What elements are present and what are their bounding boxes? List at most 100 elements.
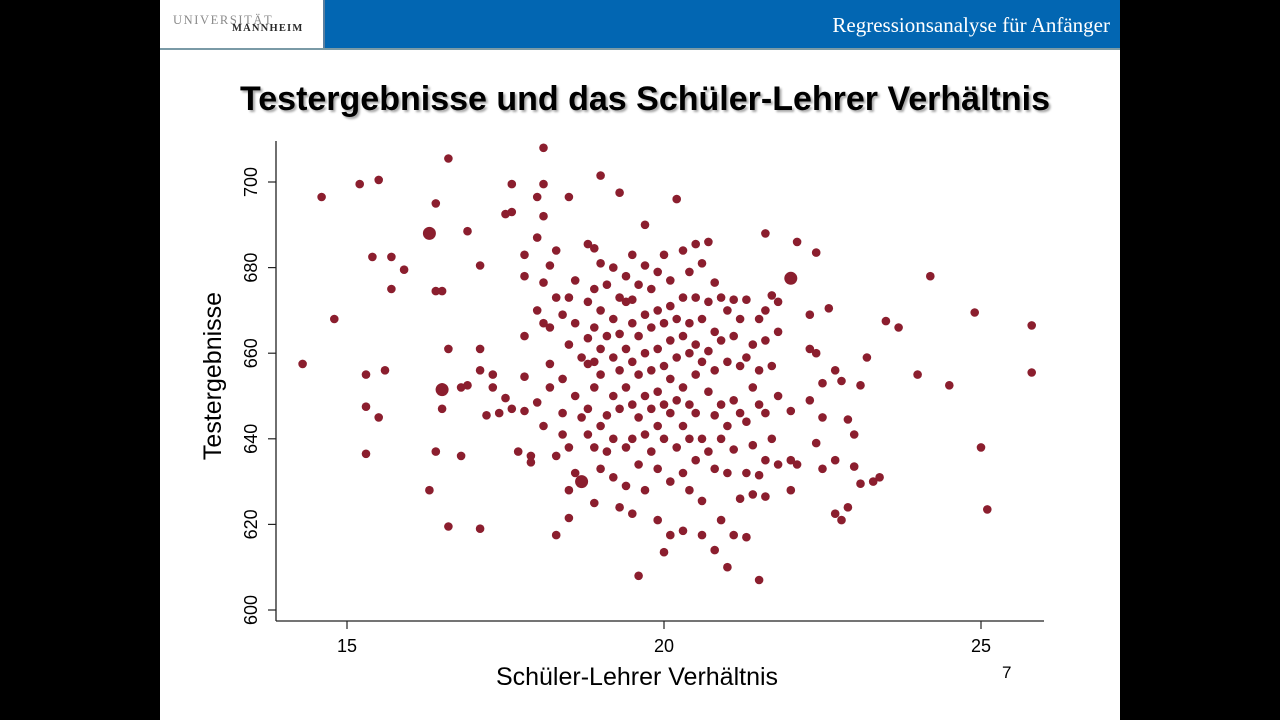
data-point: [368, 252, 377, 262]
data-point: [742, 295, 751, 305]
data-point: [723, 306, 732, 315]
data-point: [742, 353, 751, 362]
data-point: [387, 252, 396, 262]
data-point: [672, 353, 681, 362]
data-point: [615, 404, 624, 414]
data-point: [615, 503, 624, 512]
data-point: [742, 468, 751, 478]
data-point: [615, 329, 624, 339]
data-point: [786, 406, 796, 416]
data-point: [590, 443, 599, 452]
data-point: [666, 276, 675, 285]
x-axis: 15 20 25 Schüler-Lehrer Verhältnis: [276, 620, 1044, 691]
data-point: [444, 154, 453, 163]
data-point: [590, 383, 599, 392]
data-point: [659, 434, 669, 444]
data-point: [444, 522, 453, 531]
data-point: [361, 402, 371, 412]
data-point: [729, 445, 738, 454]
data-point: [361, 449, 371, 459]
data-point: [539, 318, 548, 328]
data-point: [558, 408, 567, 418]
data-point: [545, 383, 555, 392]
data-point: [868, 477, 878, 486]
data-point: [1027, 368, 1036, 377]
data-point: [640, 485, 650, 495]
data-point: [431, 447, 441, 456]
data-point: [590, 284, 599, 294]
data-point: [590, 357, 599, 367]
data-point: [609, 314, 618, 324]
data-point: [704, 447, 713, 456]
logo-line-1: UNIVERSITÄT: [173, 13, 274, 27]
data-points: [298, 143, 1036, 585]
data-point: [437, 404, 447, 414]
data-point: [526, 458, 536, 467]
y-tick-label: 600: [241, 595, 261, 625]
data-point: [570, 468, 580, 478]
data-point: [697, 434, 707, 444]
data-point: [532, 306, 542, 315]
data-point: [773, 297, 783, 307]
data-point: [317, 192, 326, 202]
data-point: [564, 443, 574, 452]
data-point: [520, 250, 529, 260]
data-point: [437, 286, 447, 296]
data-point: [672, 396, 681, 405]
data-point: [773, 460, 783, 469]
data-point: [501, 393, 510, 403]
data-point: [596, 464, 605, 474]
data-point: [659, 547, 669, 557]
data-point: [685, 434, 694, 444]
data-point: [735, 408, 745, 418]
data-point: [298, 359, 307, 369]
data-point: [761, 408, 770, 418]
data-point: [761, 492, 770, 501]
data-point: [754, 314, 764, 324]
data-point: [704, 387, 713, 397]
data-point: [564, 192, 574, 202]
data-point: [583, 333, 593, 343]
data-point: [596, 306, 605, 315]
data-point: [507, 207, 517, 217]
data-point: [482, 411, 491, 420]
data-point: [824, 304, 834, 313]
data-point: [666, 408, 675, 418]
data-point: [881, 316, 891, 326]
data-point: [653, 267, 662, 277]
data-point: [532, 398, 542, 407]
data-point: [634, 571, 643, 581]
data-point: [697, 357, 707, 367]
course-title: Regressionsanalyse für Anfänger: [832, 13, 1110, 37]
data-point: [564, 340, 574, 349]
data-point: [875, 473, 884, 482]
data-point: [431, 199, 441, 208]
data-point: [640, 430, 650, 439]
data-point: [570, 318, 580, 328]
data-point: [691, 370, 700, 379]
x-tick-label: 15: [337, 636, 357, 656]
data-point: [628, 434, 637, 444]
data-point: [983, 505, 992, 514]
data-point: [716, 293, 726, 302]
data-point: [811, 438, 821, 448]
data-point: [710, 411, 719, 420]
y-tick-label: 660: [241, 338, 261, 368]
data-point: [647, 284, 656, 294]
y-axis: 600 620 640 660 680 700 Testergebnisse: [199, 141, 277, 625]
data-point: [596, 259, 605, 268]
data-point: [754, 470, 764, 480]
data-point: [976, 443, 986, 452]
data-point: [735, 361, 745, 371]
data-point: [729, 295, 738, 305]
data-point: [355, 179, 364, 189]
data-point: [361, 370, 371, 379]
data-point: [773, 327, 783, 337]
data-point: [678, 383, 688, 392]
data-point: [786, 485, 796, 495]
data-point: [761, 455, 770, 465]
data-point: [710, 327, 719, 337]
data-point: [710, 366, 719, 375]
data-point: [697, 530, 707, 540]
data-point: [729, 331, 738, 341]
